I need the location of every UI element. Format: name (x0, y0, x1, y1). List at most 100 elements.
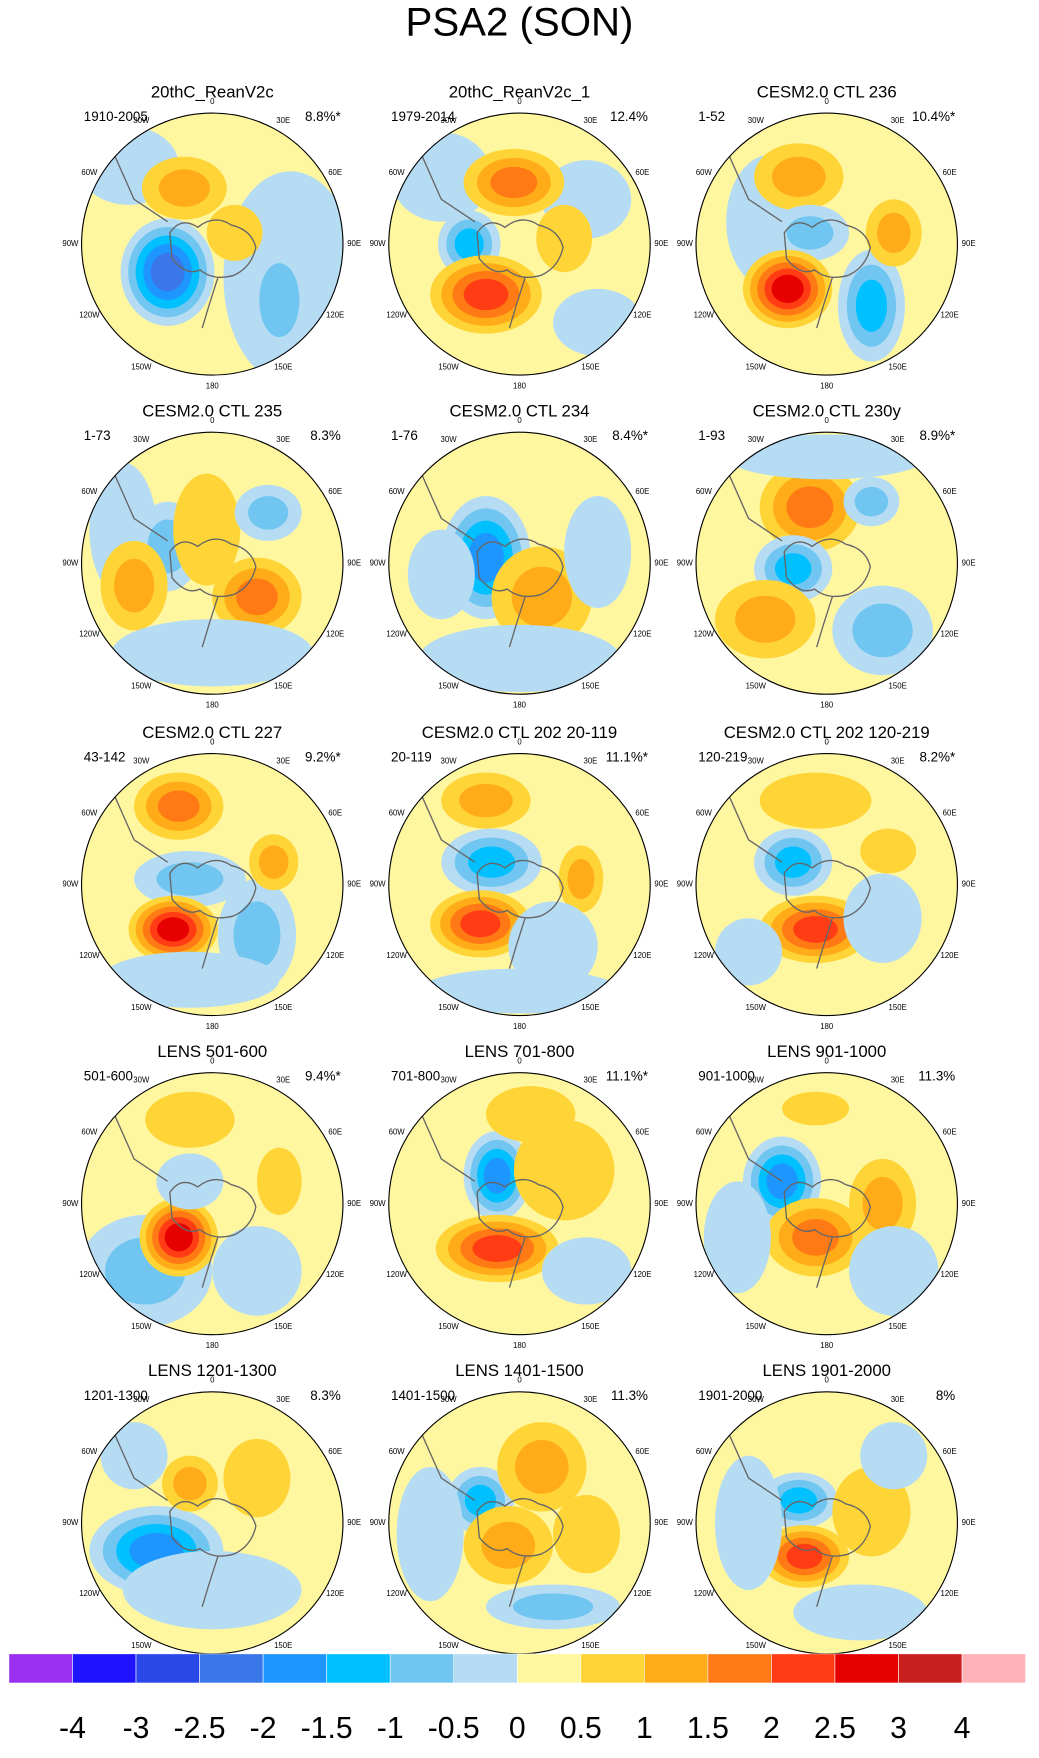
coastline (111, 148, 257, 329)
longitude-label: 0 (825, 97, 830, 106)
longitude-label: 60E (328, 168, 342, 177)
longitude-label: 30E (276, 1395, 290, 1404)
longitude-label: 120W (386, 310, 407, 319)
longitude-label: 180 (513, 1341, 527, 1350)
contour-fill (418, 624, 621, 693)
panel-title: 20thC_ReanV2c (151, 82, 274, 101)
panel-period: 43-142 (84, 750, 126, 765)
longitude-label: 90E (962, 1518, 976, 1527)
longitude-label: 90W (370, 1199, 387, 1208)
contour-fill (786, 216, 834, 250)
longitude-label: 150W (131, 362, 152, 371)
coastline (111, 1427, 257, 1608)
coastline (418, 1108, 564, 1288)
longitude-label: 120E (940, 951, 958, 960)
contour-fill (233, 901, 281, 969)
longitude-label: 30W (133, 757, 150, 766)
longitude-label: 120E (940, 1589, 958, 1598)
colorbar-label: -2 (250, 1712, 277, 1745)
panel-title: LENS 901-1000 (767, 1042, 886, 1061)
longitude-label: 30W (748, 435, 765, 444)
contour-fill (513, 1119, 615, 1221)
colorbar-label: -3 (123, 1712, 150, 1745)
longitude-label: 150W (746, 681, 767, 690)
coastline (111, 1108, 257, 1288)
longitude-label: 120W (79, 1589, 100, 1598)
contour-fill (111, 619, 313, 687)
contour-fill (852, 603, 913, 658)
longitude-label: 0 (210, 1376, 215, 1385)
contour-fill (100, 1422, 168, 1490)
longitude-label: 180 (206, 1022, 220, 1031)
map-border (80, 112, 344, 376)
contour-fill (564, 496, 632, 609)
longitude-label: 150W (438, 362, 459, 371)
longitude-label: 60W (389, 809, 406, 818)
longitude-label: 60E (328, 1447, 342, 1456)
panel-variance: 11.1%* (606, 750, 648, 765)
longitude-label: 30W (133, 1395, 150, 1404)
longitude-label: 150W (438, 1641, 459, 1650)
contour-fill (515, 1439, 569, 1494)
contour-fill (703, 1181, 771, 1294)
longitude-label: 0 (517, 416, 522, 425)
longitude-label: 180 (206, 700, 220, 709)
longitude-label: 150W (746, 1322, 767, 1331)
panel-period: 1979-2014 (391, 109, 456, 124)
longitude-label: 90E (654, 558, 668, 567)
longitude-label: 60E (943, 487, 957, 496)
colorbar-label: -1 (377, 1712, 404, 1745)
longitude-label: 120W (79, 629, 100, 638)
longitude-label: 150E (581, 1003, 599, 1012)
longitude-label: 30W (133, 116, 150, 125)
longitude-label: 30W (441, 1076, 458, 1085)
coastline (418, 148, 564, 329)
contour-fill (454, 228, 484, 260)
panel-variance: 8.9%* (919, 428, 955, 443)
longitude-label: 120W (694, 1270, 715, 1279)
longitude-label: 150E (274, 1003, 292, 1012)
longitude-label: 120E (326, 310, 344, 319)
longitude-label: 30W (441, 757, 458, 766)
longitude-label: 30E (583, 116, 597, 125)
contour-fill (766, 1163, 798, 1200)
colorbar-label: -0.5 (428, 1712, 480, 1745)
colorbar-label: 0 (509, 1712, 526, 1745)
contour-fill (786, 1543, 823, 1569)
coastline (725, 148, 871, 329)
panel-title: LENS 1401-1500 (455, 1361, 583, 1380)
map-panel: LENS 901-1000 901-1000 11.3% 0 30E 60E 90E 120E… (677, 1042, 976, 1350)
longitude-label: 60E (943, 1128, 957, 1137)
colorbar-box (326, 1653, 391, 1684)
contour-fill (541, 1237, 632, 1305)
longitude-label: 120W (386, 1270, 407, 1279)
coastline (418, 1427, 564, 1608)
longitude-label: 120E (940, 629, 958, 638)
colorbar-box (961, 1653, 1026, 1684)
contour-fill (726, 434, 928, 480)
contour-fill (786, 486, 834, 529)
longitude-label: 90W (677, 1199, 694, 1208)
panel-variance: 10.4%* (912, 109, 955, 124)
longitude-label: 30E (276, 435, 290, 444)
map-border (695, 1072, 959, 1336)
contour-fill (508, 901, 598, 991)
longitude-label: 90W (62, 1518, 79, 1527)
contour-fill (536, 204, 593, 273)
colorbar-label: 4 (954, 1712, 971, 1745)
map-panel: CESM2.0 CTL 230y 1-93 8.9%* 0 30E 60E 90E 120E 1… (677, 401, 976, 709)
longitude-label: 0 (210, 97, 215, 106)
contour-fill (396, 1466, 464, 1602)
panel-period: 120-219 (698, 750, 747, 765)
longitude-label: 120W (79, 310, 100, 319)
longitude-label: 120E (326, 1589, 344, 1598)
contour-fill (122, 1550, 302, 1630)
colorbar-box (580, 1653, 645, 1684)
longitude-label: 180 (513, 700, 527, 709)
contour-fill (715, 918, 783, 986)
contour-fill (877, 212, 911, 254)
longitude-label: 120E (326, 629, 344, 638)
contour-fill (490, 166, 538, 199)
